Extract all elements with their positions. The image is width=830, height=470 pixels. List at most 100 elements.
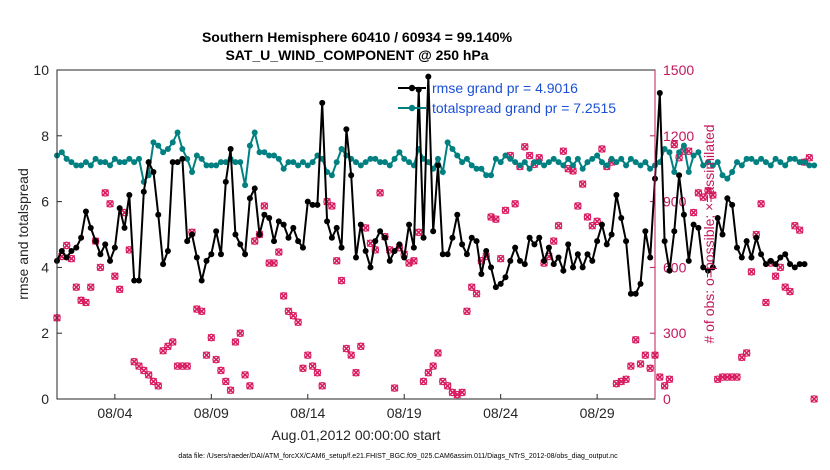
rmse-point	[63, 254, 70, 261]
rmse-point	[550, 261, 557, 268]
rmse-point	[150, 168, 157, 175]
totalspread-point	[733, 159, 740, 166]
totalspread-point	[642, 159, 649, 166]
obs-possible-point	[111, 272, 119, 280]
obs-assimilated-point	[342, 344, 351, 353]
obs-assimilated-point	[487, 213, 495, 221]
rmse-point	[377, 228, 384, 235]
obs-possible-point	[578, 180, 587, 188]
rmse-point	[430, 228, 437, 235]
obs-possible-point	[207, 333, 216, 342]
rmse-point	[208, 251, 215, 258]
rmse-point	[671, 228, 678, 235]
totalspread-point	[362, 159, 369, 166]
rmse-point	[555, 254, 562, 261]
obs-assimilated-point	[313, 368, 322, 377]
obs-possible-point	[332, 257, 341, 265]
obs-possible-point	[709, 191, 717, 199]
obs-assimilated-point	[347, 351, 355, 359]
obs-assimilated-point	[622, 375, 630, 384]
rmse-point	[92, 238, 99, 245]
totalspread-point	[304, 162, 311, 169]
obs-assimilated-point	[757, 200, 765, 208]
rmse-point	[603, 241, 610, 248]
obs-possible-point	[699, 193, 708, 202]
rmse-point	[391, 247, 398, 254]
obs-possible-point	[275, 248, 283, 256]
rmse-point	[280, 221, 287, 228]
obs-possible-point	[795, 226, 804, 234]
rmse-point	[362, 247, 369, 254]
obs-possible-point	[303, 351, 312, 359]
rmse-point	[608, 231, 615, 238]
obs-assimilated-point	[183, 362, 191, 370]
totalspread-point	[121, 159, 128, 166]
obs-possible-point	[786, 287, 794, 296]
obs-assimilated-point	[424, 368, 433, 377]
plot-area	[57, 70, 655, 399]
obs-assimilated-point	[598, 145, 606, 153]
obs-possible-point	[217, 366, 225, 375]
totalspread-point	[666, 149, 673, 156]
rmse-point	[324, 218, 331, 225]
totalspread-point	[594, 152, 601, 159]
y2-tick-label: 300	[663, 325, 687, 341]
rmse-point	[155, 211, 162, 218]
x-ticks: 08/04 08/09 08/14 08/19 08/24 08/29	[97, 394, 615, 421]
totalspread-point	[174, 129, 181, 136]
obs-assimilated-point	[144, 371, 153, 379]
rmse-point	[425, 73, 432, 80]
totalspread-point	[299, 159, 306, 166]
obs-assimilated-point	[689, 208, 698, 217]
y-tick-label: 8	[41, 128, 49, 144]
obs-assimilated-point	[641, 351, 650, 359]
x-tick-label: 08/19	[387, 405, 422, 421]
rmse-point	[102, 241, 109, 248]
x-tick-label: 08/29	[580, 405, 615, 421]
rmse-point	[787, 261, 794, 268]
obs-possible-point	[279, 292, 288, 300]
obs-possible-point	[168, 338, 177, 346]
rmse-point	[386, 257, 393, 264]
totalspread-point	[796, 159, 803, 166]
rmse-point	[642, 228, 649, 235]
rmse-point	[492, 284, 499, 291]
obs-possible-point	[665, 375, 674, 384]
rmse-point	[753, 234, 760, 241]
totalspread-point	[68, 159, 75, 166]
obs-assimilated-point	[106, 200, 114, 208]
obs-possible-point	[694, 189, 703, 197]
obs-assimilated-point	[583, 213, 592, 221]
totalspread-point	[536, 159, 543, 166]
obs-possible-point	[559, 147, 568, 155]
obs-possible-point	[342, 344, 351, 353]
totalspread-point	[618, 155, 625, 162]
obs-assimilated-point	[207, 333, 216, 342]
totalspread-point	[396, 149, 403, 156]
totalspread-point	[685, 168, 692, 175]
obs-possible-point	[173, 362, 182, 370]
totalspread-point	[135, 155, 142, 162]
rmse-point	[237, 241, 244, 248]
obs-possible-point	[313, 368, 322, 377]
totalspread-point	[82, 159, 89, 166]
rmse-point	[772, 261, 779, 268]
totalspread-point	[555, 159, 562, 166]
rmse-point	[463, 251, 470, 258]
rmse-point	[58, 247, 65, 254]
totalspread-point	[545, 159, 552, 166]
obs-assimilated-point	[525, 151, 534, 160]
totalspread-point	[680, 142, 687, 149]
obs-assimilated-point	[275, 248, 283, 256]
rmse-point	[290, 224, 297, 231]
rmse-point	[434, 162, 441, 169]
totalspread-point	[782, 162, 789, 169]
obs-assimilated-point	[260, 202, 269, 210]
rmse-point	[193, 254, 200, 261]
totalspread-point	[290, 159, 297, 166]
rmse-point	[242, 251, 249, 258]
obs-possible-point	[646, 364, 654, 373]
rmse-point	[714, 215, 721, 222]
obs-possible-point	[723, 373, 732, 381]
obs-possible-point	[747, 267, 756, 276]
